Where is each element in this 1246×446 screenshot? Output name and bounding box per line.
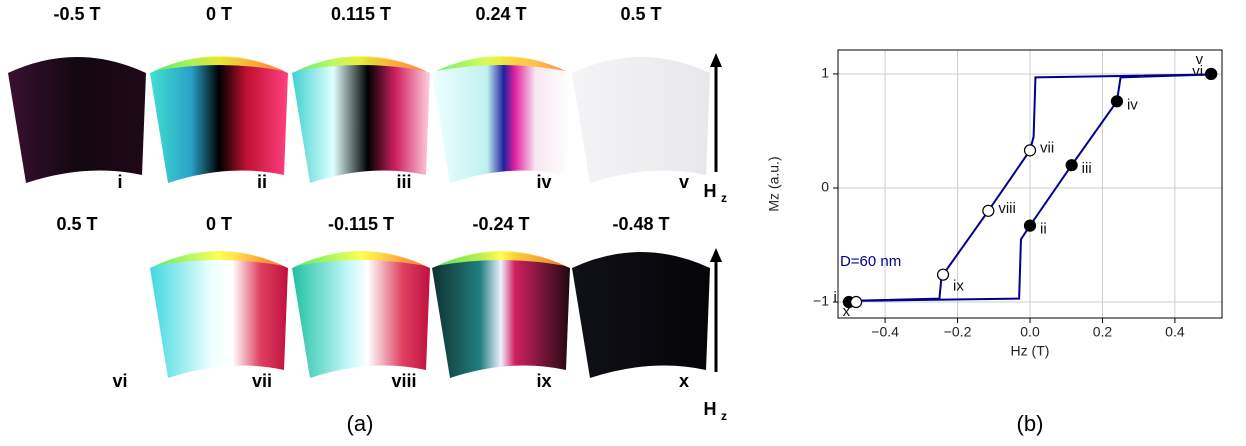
y-axis-label: Mz (a.u.) [766,156,782,211]
arrow-head [710,53,722,67]
x-tick-label: 0.4 [1165,324,1185,340]
x-tick-label: 0.2 [1093,324,1113,340]
magnetization-render [292,57,430,183]
annotation: D=60 nm [840,253,901,270]
caption: (a) [347,411,374,436]
magnetization-render [292,252,430,378]
state-point [1205,67,1218,81]
field-label: -0.24 T [472,214,529,234]
field-label: 0 T [206,214,232,234]
magnetization-render [572,252,710,378]
y-tick-label: 0 [821,179,829,195]
arrow-head [710,248,722,262]
render-top [436,251,566,266]
magnetization-render [150,57,288,183]
state-label: x [679,371,689,391]
state-label: vii [252,371,272,391]
magnetization-render [432,57,570,183]
render-top [436,56,566,71]
state-label: viii [391,371,416,391]
state-label: i [117,172,122,192]
state-point [1065,159,1078,172]
field-label: 0.5 T [620,4,661,24]
point-label: ix [953,278,964,295]
field-label: -0.48 T [612,214,669,234]
state-label: iii [396,172,411,192]
state-point [936,268,950,281]
x-tick-label: −0.2 [944,324,972,340]
caption: (b) [1017,411,1044,436]
magnetization-render [572,57,710,183]
magnetization-render [8,252,146,378]
render-top [154,251,284,266]
point-label: i [834,289,837,306]
state-point [1110,95,1124,108]
x-tick-label: −0.4 [871,324,899,340]
point-label: v [1196,51,1204,68]
state-label: ii [257,172,267,192]
point-label: vii [1040,139,1054,156]
arrow-label-sub: z [721,191,727,205]
render-top [296,56,426,71]
point-label: ii [1040,221,1047,238]
field-label: -0.115 T [328,214,394,234]
state-label: ix [536,371,551,391]
render-top [296,251,426,266]
point-label: iii [1082,160,1092,177]
arrow-label: H [704,181,717,201]
state-point [850,295,863,309]
plot-frame [837,49,1223,319]
x-tick-label: 0.0 [1020,324,1040,340]
state-point [1023,219,1037,232]
render-top [154,56,284,71]
magnetization-render [432,252,570,378]
state-label: v [679,172,689,192]
y-tick-label: 1 [821,65,829,81]
point-label: x [843,303,851,320]
state-point [982,204,995,217]
arrow-label: H [704,399,717,419]
point-label: vi [1192,63,1203,80]
arrow-label-sub: z [721,409,727,423]
y-tick-label: −1 [813,293,829,309]
state-point [1023,144,1037,157]
magnetization-render [8,57,146,183]
x-axis-label: Hz (T) [1011,343,1050,359]
field-label: 0 T [206,4,232,24]
field-label: 0.24 T [475,4,526,24]
field-label: 0.115 T [331,4,391,24]
magnetization-render [150,252,288,378]
field-label: 0.5 T [56,214,97,234]
point-label: iv [1127,96,1138,113]
point-label: viii [998,200,1016,217]
state-label: iv [536,172,551,192]
state-label: vi [112,371,127,391]
field-label: -0.5 T [53,4,100,24]
